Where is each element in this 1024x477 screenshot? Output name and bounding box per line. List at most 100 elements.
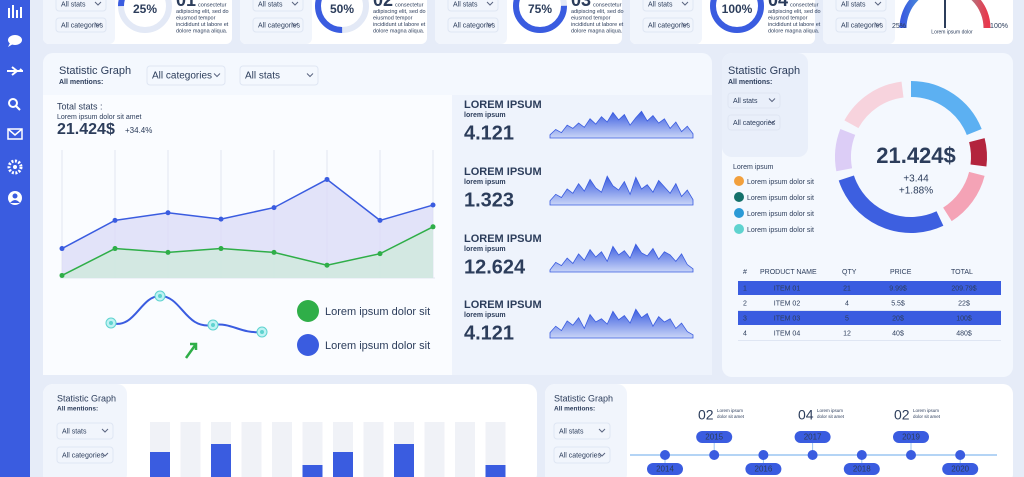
dropdown-label[interactable]: All stats <box>453 1 478 8</box>
dropdown-box[interactable] <box>55 17 107 33</box>
dropdown-label[interactable]: All stats <box>841 1 866 8</box>
dropdown-chevron[interactable] <box>486 22 494 27</box>
icon-settings[interactable] <box>7 159 23 175</box>
icon-chart[interactable] <box>8 5 22 18</box>
dropdown-label[interactable]: All categories <box>648 22 691 29</box>
year-label[interactable]: 2020 <box>951 465 969 474</box>
dropdown-label[interactable]: All stats <box>245 71 280 82</box>
year-label[interactable]: 2014 <box>656 465 674 474</box>
dropdown-chevron[interactable] <box>94 22 102 27</box>
year-pill[interactable] <box>893 431 929 443</box>
legend-label[interactable]: Lorem ipsum dolor sit <box>747 227 814 234</box>
dropdown-label[interactable]: All stats <box>258 1 283 8</box>
dropdown-box[interactable] <box>553 422 611 440</box>
year-label[interactable]: 2017 <box>804 433 822 442</box>
legend-dot[interactable] <box>734 192 744 202</box>
dropdown[interactable]: All categories <box>642 17 694 33</box>
dropdown-label[interactable]: All categories <box>841 22 884 29</box>
dropdown-chevron[interactable] <box>213 73 221 78</box>
icon-plane[interactable] <box>7 66 23 76</box>
dropdown-label[interactable]: All stats <box>733 98 758 105</box>
dropdown-label[interactable]: All categories <box>61 22 104 29</box>
dropdown-chevron[interactable] <box>598 452 606 457</box>
dropdown-label[interactable]: All stats <box>61 1 86 8</box>
dropdown-box[interactable] <box>252 17 304 33</box>
dropdown-label[interactable]: All categories <box>453 22 496 29</box>
dropdown[interactable]: All stats <box>447 0 499 12</box>
dropdown-box[interactable] <box>835 0 887 12</box>
year-pill[interactable] <box>794 431 831 443</box>
dropdown-label[interactable]: All categories <box>258 22 301 29</box>
dropdown-box[interactable] <box>642 0 694 12</box>
dropdown-label[interactable]: All categories <box>559 452 602 459</box>
dropdown-box[interactable] <box>56 422 114 440</box>
legend-label[interactable]: Lorem ipsum dolor sit <box>325 340 430 352</box>
dropdown-label[interactable]: All stats <box>559 428 584 435</box>
year-pill[interactable] <box>696 431 733 443</box>
dropdown-box[interactable] <box>56 446 114 464</box>
legend-dot[interactable] <box>734 176 744 186</box>
legend-label[interactable]: Lorem ipsum dolor sit <box>747 179 814 186</box>
dropdown-box[interactable] <box>252 0 304 12</box>
icon-user[interactable] <box>8 191 22 205</box>
dropdown[interactable]: All categories <box>835 17 887 33</box>
dropdown-label[interactable]: All categories <box>733 120 776 127</box>
dropdown-label[interactable]: All stats <box>648 1 673 8</box>
icon-mail[interactable] <box>7 128 23 140</box>
dropdown-box[interactable] <box>146 65 226 86</box>
year-pill[interactable] <box>745 463 782 475</box>
legend-dot[interactable] <box>297 334 319 356</box>
legend-label[interactable]: Lorem ipsum dolor sit <box>747 211 814 218</box>
legend-dot[interactable] <box>734 224 744 234</box>
legend-label[interactable]: Lorem ipsum dolor sit <box>747 195 814 202</box>
legend-dot[interactable] <box>734 208 744 218</box>
dropdown-chevron[interactable] <box>101 452 109 457</box>
dropdown-chevron[interactable] <box>874 1 882 6</box>
dropdown[interactable]: All stats <box>239 65 319 86</box>
dropdown-chevron[interactable] <box>874 22 882 27</box>
dropdown[interactable]: All categories <box>252 17 304 33</box>
dropdown[interactable]: All stats <box>835 0 887 12</box>
dropdown[interactable]: All categories <box>55 17 107 33</box>
dropdown-chevron[interactable] <box>291 22 299 27</box>
year-label[interactable]: 2019 <box>902 433 920 442</box>
legend-dot[interactable] <box>297 300 319 322</box>
dropdown[interactable]: All stats <box>252 0 304 12</box>
dropdown-chevron[interactable] <box>681 1 689 6</box>
dropdown[interactable]: All categories <box>553 446 611 464</box>
dropdown[interactable]: All stats <box>642 0 694 12</box>
dropdown-box[interactable] <box>447 0 499 12</box>
dropdown-box[interactable] <box>553 446 611 464</box>
dropdown-chevron[interactable] <box>306 73 314 78</box>
dropdown-box[interactable] <box>642 17 694 33</box>
year-pill[interactable] <box>843 463 880 475</box>
legend-label[interactable]: Lorem ipsum dolor sit <box>325 306 430 318</box>
dropdown-label[interactable]: All stats <box>62 428 87 435</box>
dropdown[interactable]: All stats <box>553 422 611 440</box>
dropdown-chevron[interactable] <box>681 22 689 27</box>
dropdown-chevron[interactable] <box>291 1 299 6</box>
dropdown[interactable]: All stats <box>727 92 781 109</box>
dropdown-box[interactable] <box>727 114 781 131</box>
year-label[interactable]: 2018 <box>853 465 871 474</box>
dropdown[interactable]: All categories <box>447 17 499 33</box>
dropdown-box[interactable] <box>55 0 107 12</box>
dropdown[interactable]: All categories <box>56 446 114 464</box>
dropdown-chevron[interactable] <box>101 428 109 433</box>
dropdown-label[interactable]: All categories <box>152 71 212 82</box>
dropdown-box[interactable] <box>727 92 781 109</box>
dropdown[interactable]: All categories <box>146 65 226 86</box>
dropdown-box[interactable] <box>239 65 319 86</box>
icon-search[interactable] <box>8 98 21 111</box>
year-label[interactable]: 2015 <box>705 433 723 442</box>
year-pill[interactable] <box>647 463 683 475</box>
year-pill[interactable] <box>942 463 979 475</box>
dropdown[interactable]: All categories <box>727 114 781 131</box>
dropdown-chevron[interactable] <box>768 98 776 103</box>
dropdown-chevron[interactable] <box>768 120 776 125</box>
dropdown-box[interactable] <box>835 17 887 33</box>
dropdown-chevron[interactable] <box>598 428 606 433</box>
icon-chat[interactable] <box>8 35 22 47</box>
dropdown[interactable]: All stats <box>55 0 107 12</box>
dropdown-label[interactable]: All categories <box>62 452 105 459</box>
